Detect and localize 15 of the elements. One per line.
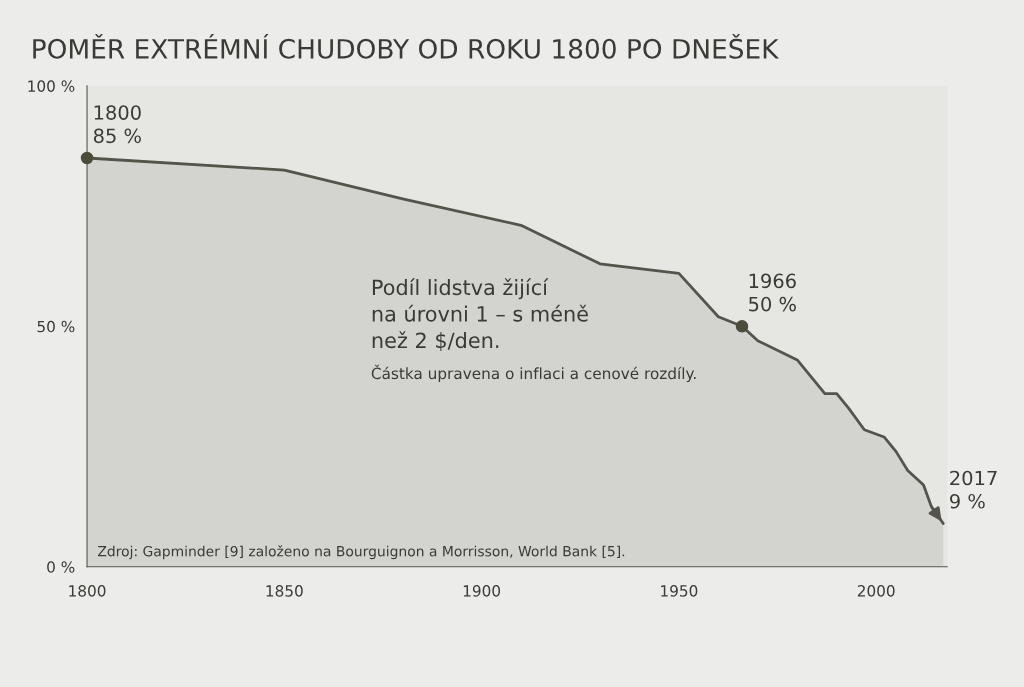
annotation: 1800 85 % — [93, 105, 141, 144]
y-tick-label: 100 % — [28, 80, 75, 92]
x-tick-label: 1850 — [266, 585, 303, 597]
annotation: Částka upravena o inflaci a cenové rozdíly. — [371, 364, 696, 383]
y-tick-label: 0 % — [47, 561, 75, 573]
x-tick-label: 2000 — [857, 585, 895, 597]
y-tick-label: 50 % — [37, 320, 75, 333]
annotation: Zdroj: Gapminder [9] založeno na Bourguignon a Morrisson, World Bank [5]. — [97, 545, 625, 560]
x-tick-label: 1900 — [463, 585, 501, 597]
annotation: Podíl lidstva žijící na úrovni 1 – s méně než 2 $/den. — [372, 278, 588, 351]
annotation: 1966 50 % — [749, 273, 796, 312]
chart-title: POMĚR EXTRÉMNÍ CHUDOBY OD ROKU 1800 PO DNEŠEK — [33, 33, 780, 59]
annotation: 2017 9 % — [950, 470, 997, 509]
x-tick-label: 1800 — [69, 585, 106, 597]
x-tick-label: 1950 — [661, 585, 698, 597]
